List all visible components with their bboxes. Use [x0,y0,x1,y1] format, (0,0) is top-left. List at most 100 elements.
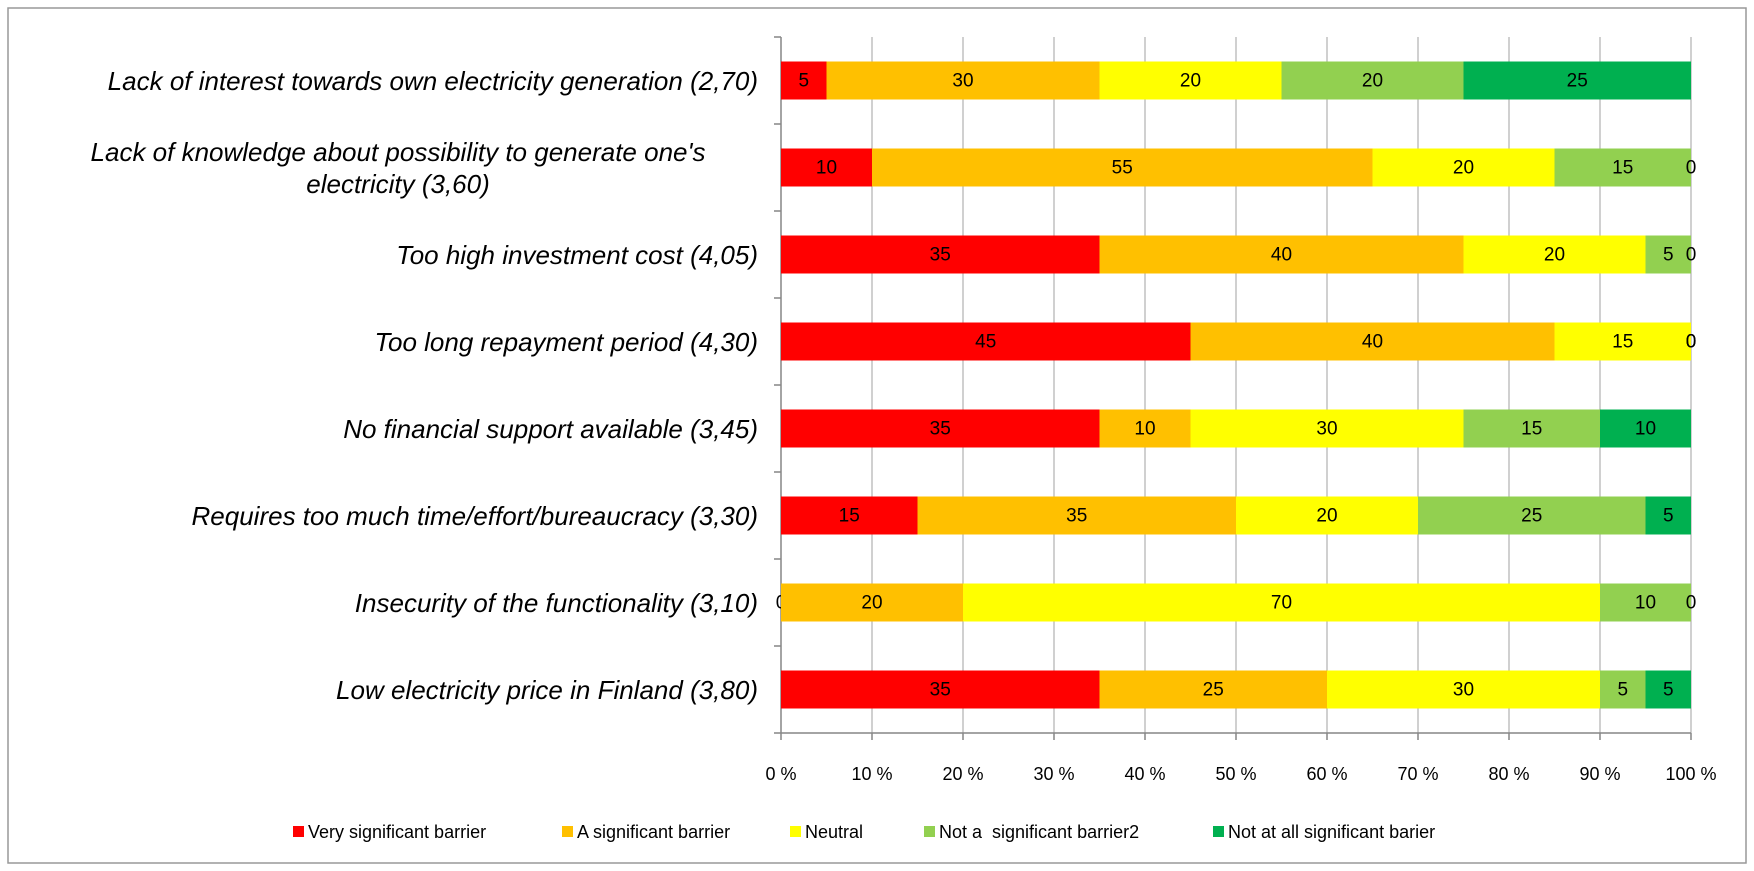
data-label: 20 [1180,71,1201,92]
data-label: 0 [1686,593,1697,614]
x-tick-label: 20 % [942,764,983,784]
data-label: 0 [1686,332,1697,353]
bar-segment [1463,409,1600,448]
data-label: 10 [1635,593,1656,614]
bar-segment [1372,148,1555,187]
category-label-box: Requires too much time/effort/bureaucrac… [38,476,758,556]
data-label: 25 [1567,71,1588,92]
data-label: 15 [1521,419,1542,440]
bar-segment [781,496,918,535]
y-tick-label: Lack of knowledge about possibility to g… [90,136,706,199]
data-label: 0 [1686,332,1697,353]
y-tick-label: Too high investment cost (4,05) [396,239,758,270]
category-label-box: Lack of knowledge about possibility to g… [38,128,758,208]
legend-swatch [293,826,304,837]
legend-swatch [790,826,801,837]
x-tick-label: 100 % [1665,764,1716,784]
data-label: 5 [1617,680,1628,701]
legend-label: Very significant barrier [308,822,486,842]
x-tick-label: 0 % [765,764,796,784]
bar-segment [1463,61,1691,100]
data-label: 35 [930,419,951,440]
y-tick-label: Requires too much time/effort/bureaucrac… [191,500,758,531]
bar-segment [1236,496,1418,535]
data-label: 25 [1203,680,1224,701]
x-tick-label: 80 % [1488,764,1529,784]
y-tick-label: Lack of interest towards own electricity… [107,65,758,96]
x-tick-label: 40 % [1124,764,1165,784]
data-label: 20 [1362,71,1383,92]
data-label: 35 [930,245,951,266]
bar-segment [781,61,827,100]
data-label: 10 [1635,419,1656,440]
legend-label: Not at all significant barier [1228,822,1435,842]
data-label: 30 [952,71,973,92]
y-tick-label: Low electricity price in Finland (3,80) [336,674,758,705]
x-tick-label: 50 % [1215,764,1256,784]
data-label: 15 [1612,332,1633,353]
bar-segment [1463,235,1646,274]
legend-swatch [924,826,935,837]
bar-segment [963,583,1600,622]
bar-segment [781,235,1100,274]
bar-segment [1645,235,1691,274]
bar-segment [1600,583,1691,622]
data-label: 20 [1544,245,1565,266]
bar-segment [1099,61,1282,100]
data-label: 5 [798,71,809,92]
bar-segment [1418,496,1646,535]
bar-segment [1600,409,1691,448]
x-tick-label: 10 % [851,764,892,784]
bar-segment [1645,670,1691,709]
bar-segment [781,583,963,622]
x-tick-label: 30 % [1033,764,1074,784]
bar-segment [826,61,1100,100]
bar-segment [1600,670,1646,709]
data-label: 5 [1663,680,1674,701]
bar-segment [1099,670,1327,709]
data-label: 0 [1686,158,1697,179]
bar-segment [781,409,1100,448]
bar-segment [1099,409,1191,448]
category-label-box: Too high investment cost (4,05) [38,215,758,295]
data-label: 20 [1453,158,1474,179]
bar-segment [1554,322,1691,361]
data-label: 0 [1686,245,1697,266]
data-label: 40 [1271,245,1292,266]
data-label: 10 [816,158,837,179]
category-label-box: No financial support available (3,45) [38,389,758,469]
data-label: 30 [1453,680,1474,701]
bar-segment [1554,148,1691,187]
x-tick-label: 60 % [1306,764,1347,784]
data-label: 45 [975,332,996,353]
legend-label: Not a significant barrier2 [939,822,1139,842]
data-label: 15 [839,506,860,527]
data-label: 10 [1134,419,1155,440]
category-label-box: Low electricity price in Finland (3,80) [38,650,758,730]
data-label: 15 [1612,158,1633,179]
x-tick-label: 90 % [1579,764,1620,784]
data-label: 20 [1316,506,1337,527]
data-label: 20 [861,593,882,614]
legend-swatch [1213,826,1224,837]
bar-segment [917,496,1236,535]
bar-segment [872,148,1373,187]
bar-segment [1281,61,1464,100]
bar-segment [1645,496,1691,535]
bar-segment [1327,670,1600,709]
data-label: 5 [1663,506,1674,527]
y-tick-label: Too long repayment period (4,30) [374,326,759,357]
data-label: 70 [1271,593,1292,614]
legend-label: Neutral [805,822,863,842]
bar-segment [781,670,1100,709]
legend-label: A significant barrier [577,822,730,842]
data-label: 35 [1066,506,1087,527]
x-tick-label: 70 % [1397,764,1438,784]
data-label: 25 [1521,506,1542,527]
bar-segment [781,148,872,187]
category-label-box: Lack of interest towards own electricity… [38,41,758,121]
data-label: 35 [930,680,951,701]
category-label-box: Too long repayment period (4,30) [38,302,759,382]
legend-swatch [562,826,573,837]
